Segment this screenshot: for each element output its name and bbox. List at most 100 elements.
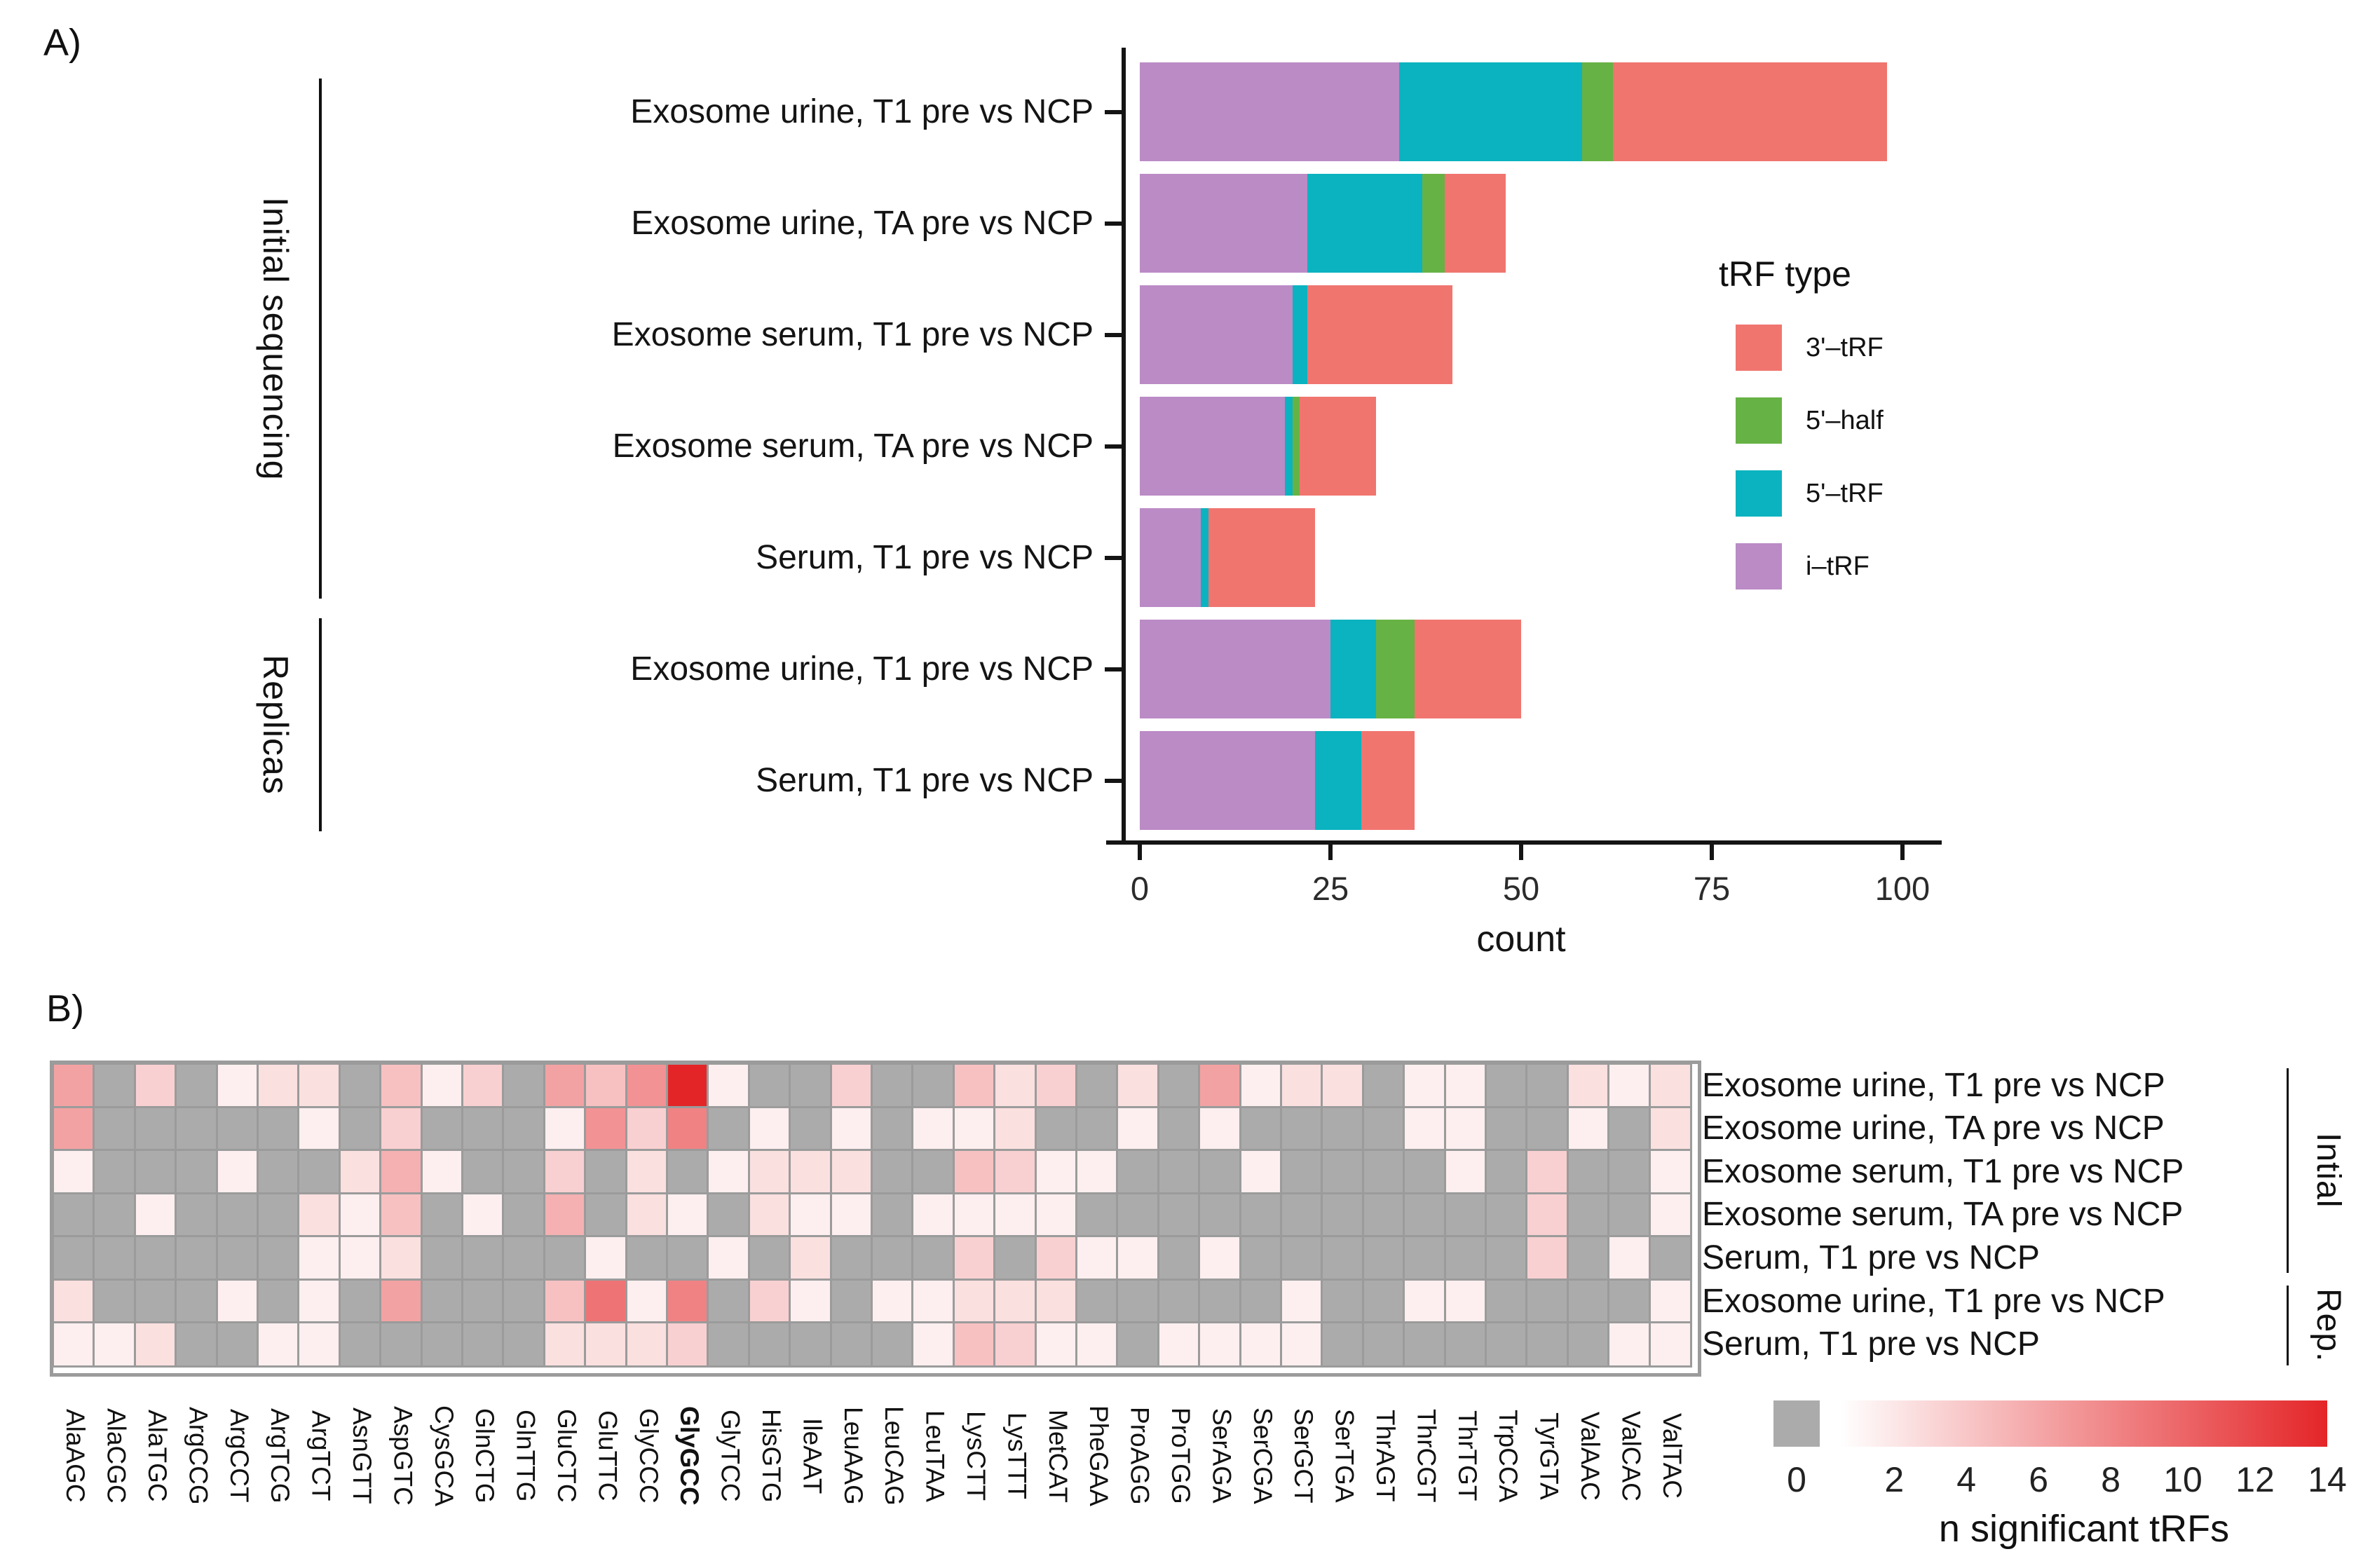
heatmap-cell [1198,1149,1242,1195]
heatmap-cell [1321,1235,1365,1281]
heatmap-cell [175,1235,219,1281]
heatmap-cell [1116,1235,1160,1281]
heatmap-column-label: SerTGA [1330,1409,1359,1503]
heatmap-cell [993,1235,1037,1281]
heatmap-cell [1157,1235,1201,1281]
heatmap-cell [421,1235,464,1281]
heatmap-column-label: LeuCAG [880,1406,909,1506]
heatmap-cell [1607,1192,1652,1238]
bar-segment-3-tRF [1300,397,1377,496]
heatmap-cell [1198,1106,1242,1152]
heatmap-cell [911,1149,955,1195]
heatmap-cell [871,1192,914,1238]
heatmap-cell [1485,1149,1528,1195]
heatmap-cell [1239,1106,1283,1152]
heatmap-cell [134,1106,177,1152]
heatmap-cell [1403,1149,1447,1195]
heatmap-cell [830,1235,873,1281]
heatmap-column-label: IleAAT [798,1417,827,1494]
heatmap-column-label: LeuAAG [838,1407,868,1505]
heatmap-cell [789,1321,833,1368]
heatmap-cell [502,1235,546,1281]
heatmap-cell [1485,1063,1528,1109]
heatmap-cell [543,1321,587,1368]
bar-segment-5-half [1422,174,1445,273]
heatmap-cell [1525,1321,1569,1368]
heatmap-row-label: Exosome urine, TA pre vs NCP [1702,1110,2165,1147]
replicas-bracket-line [319,618,322,831]
heatmap-cell [1280,1149,1323,1195]
heatmap-cell [421,1106,464,1152]
heatmap-cell [1280,1063,1323,1109]
heatmap-cell [1649,1235,1692,1281]
heatmap-cell [543,1192,587,1238]
heatmap-cell [1525,1279,1569,1324]
heatmap-cell [1649,1149,1692,1195]
intial-group-label: Intial [2310,1133,2347,1208]
heatmap-cell [257,1279,300,1324]
heatmap-cell [911,1235,955,1281]
heatmap-cell [789,1106,833,1152]
heatmap-cell [1485,1279,1528,1324]
heatmap-cell [953,1149,996,1195]
heatmap-cell [339,1235,382,1281]
heatmap-cell [584,1279,628,1324]
heatmap-row-label: Exosome serum, TA pre vs NCP [1702,1196,2184,1234]
heatmap-cell [625,1321,669,1368]
bar-segment-i-tRF [1140,174,1308,273]
heatmap-cell [1649,1106,1692,1152]
heatmap-cell [953,1321,996,1368]
heatmap-cell [1239,1149,1283,1195]
heatmap-cell [707,1149,751,1195]
heatmap-cell [1567,1321,1610,1368]
heatmap-cell [1485,1235,1528,1281]
heatmap-cell [830,1321,873,1368]
heatmap-cell [502,1149,546,1195]
heatmap-cell [993,1149,1037,1195]
y-axis-tick [1105,778,1122,783]
bar-category-label: Serum, T1 pre vs NCP [756,761,1094,799]
y-axis-tick [1105,109,1122,114]
heatmap-cell [666,1063,709,1109]
bar-category-label: Exosome serum, TA pre vs NCP [612,427,1094,465]
heatmap-cell [1239,1192,1283,1238]
heatmap-cell [379,1106,423,1152]
bar-segment-5-tRF [1307,174,1422,273]
bar-segment-i-tRF [1140,620,1330,718]
heatmap-cell [993,1321,1037,1368]
heatmap-cell [871,1063,914,1109]
heatmap-cell [625,1192,669,1238]
heatmap-cell [1607,1235,1652,1281]
heatmap-cell [1607,1279,1652,1324]
heatmap-cell [379,1279,423,1324]
heatmap-column-label: GlyTCC [716,1410,745,1502]
bar-category-label: Exosome urine, T1 pre vs NCP [630,93,1094,130]
heatmap-column-label: AlaCGC [102,1408,131,1504]
heatmap-cell [1280,1106,1323,1152]
heatmap-cell [625,1149,669,1195]
heatmap-cell [52,1063,95,1109]
heatmap-cell [1116,1149,1160,1195]
legend-label: 5'–tRF [1806,479,1884,508]
heatmap-column-label: ThrTGT [1452,1410,1482,1501]
heatmap-cell [748,1106,791,1152]
heatmap-cell [134,1235,177,1281]
heatmap-cell [134,1192,177,1238]
heatmap-cell [421,1279,464,1324]
bar-segment-5-half [1582,62,1613,161]
heatmap-cell [216,1192,259,1238]
heatmap-cell [625,1106,669,1152]
heatmap-cell [1198,1235,1242,1281]
heatmap-cell [830,1106,873,1152]
heatmap-cell [625,1235,669,1281]
heatmap-cell [911,1192,955,1238]
heatmap-cell [257,1192,300,1238]
heatmap-cell [666,1149,709,1195]
heatmap-cell [1157,1149,1201,1195]
heatmap-cell [543,1063,587,1109]
heatmap-cell [1239,1063,1283,1109]
heatmap-cell [1525,1149,1569,1195]
heatmap-cell [1035,1149,1078,1195]
heatmap-cell [1157,1106,1201,1152]
